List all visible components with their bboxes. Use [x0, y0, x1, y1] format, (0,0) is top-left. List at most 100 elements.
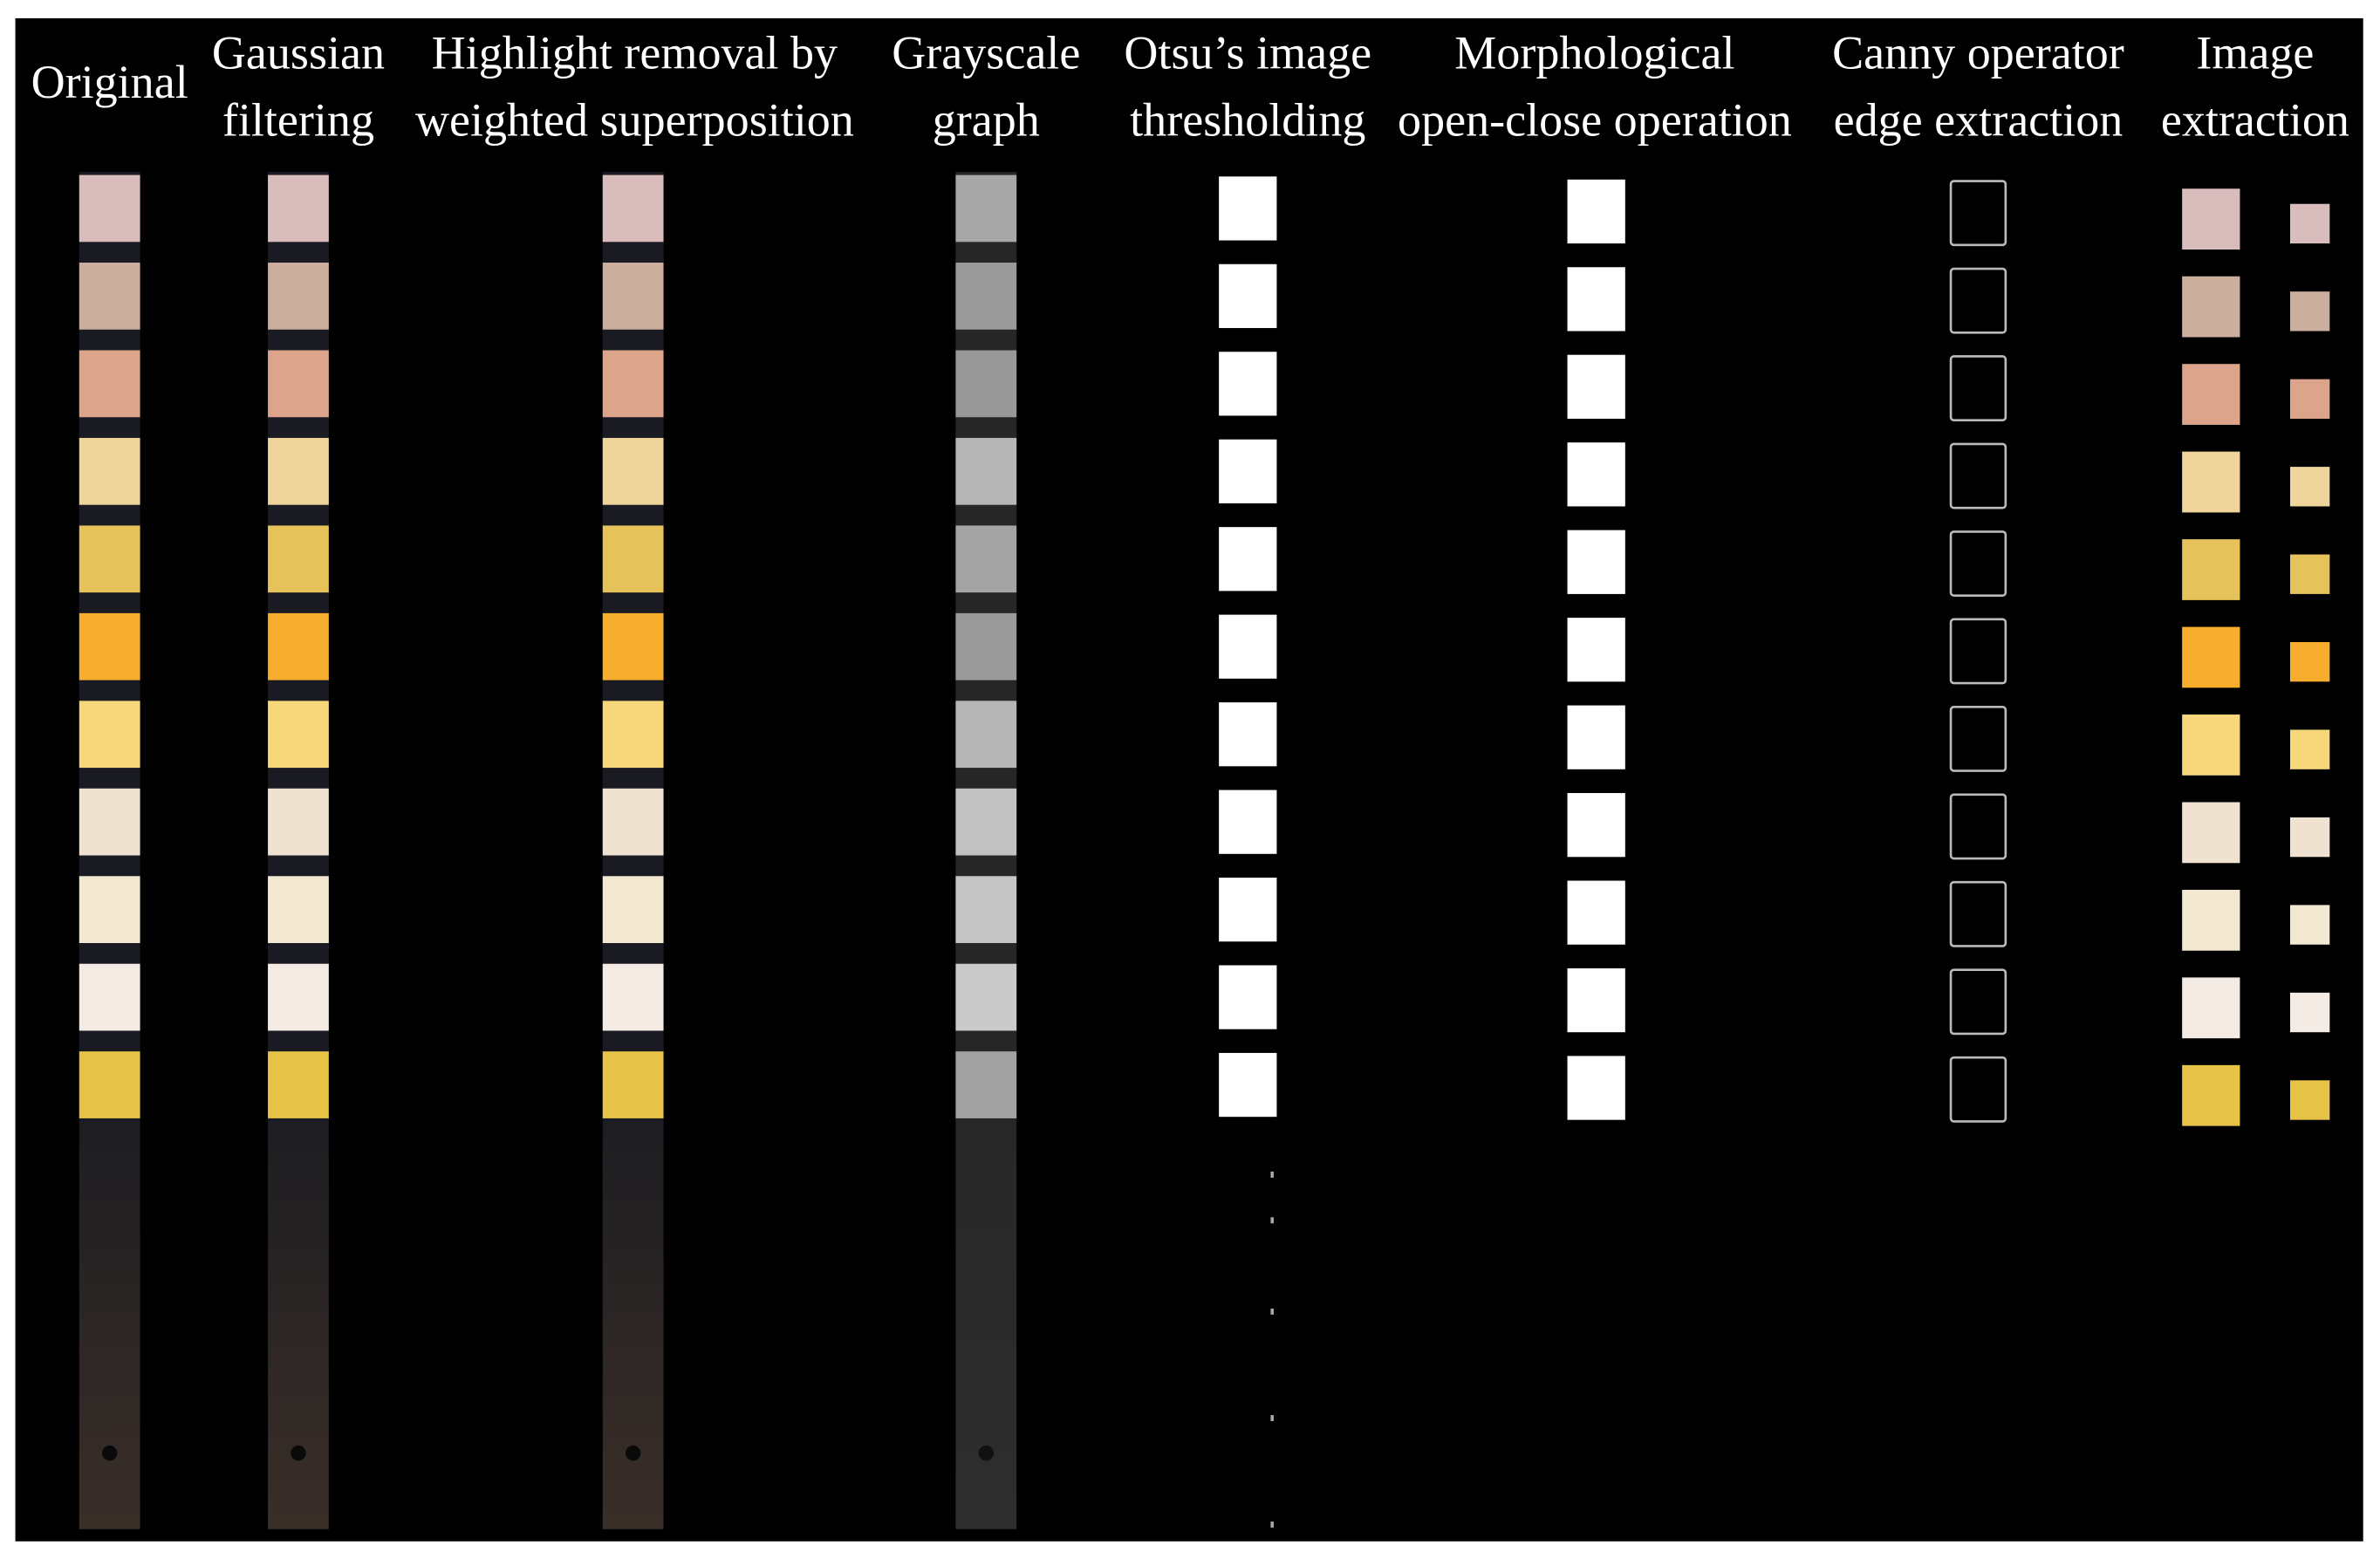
noise [1270, 1521, 1274, 1528]
test-pad [79, 525, 140, 593]
extracted-pad-small [2289, 642, 2330, 682]
morph-square [1567, 354, 1625, 419]
test-pad [79, 263, 140, 330]
edge-square [1949, 180, 2007, 247]
test-pad [955, 263, 1017, 330]
threshold-square [1219, 965, 1277, 1029]
edge-square [1949, 618, 2007, 685]
edge-square [1949, 1056, 2007, 1123]
background [15, 17, 2363, 1542]
test-pad [268, 1051, 329, 1118]
extracted-pad-small [2289, 291, 2330, 332]
test-pad [955, 1051, 1017, 1118]
strip-hole [101, 1445, 118, 1461]
test-pad [268, 174, 329, 243]
extracted-pad-small [2289, 905, 2330, 945]
extracted-pad-small [2289, 1080, 2330, 1120]
extracted-pad [2182, 802, 2240, 864]
threshold-square [1219, 527, 1277, 591]
test-pad [602, 1051, 664, 1118]
threshold-square [1219, 1052, 1277, 1118]
morph-square [1567, 618, 1625, 682]
edge-square [1949, 880, 2007, 947]
extracted-pad [2182, 626, 2240, 688]
test-pad [955, 788, 1017, 856]
column-header: weighted superposition [415, 93, 854, 146]
test-pad [955, 876, 1017, 944]
test-pad [955, 963, 1017, 1031]
column-header: graph [933, 93, 1040, 146]
morph-square [1567, 967, 1625, 1033]
noise [1270, 1171, 1274, 1178]
test-pad [955, 174, 1017, 243]
noise [1270, 1308, 1274, 1315]
threshold-square [1219, 702, 1277, 767]
edge-square [1949, 968, 2007, 1036]
edge-square [1949, 793, 2007, 860]
test-pad [268, 701, 329, 769]
extracted-pad [2182, 364, 2240, 425]
test-pad [602, 788, 664, 856]
edge-square [1949, 442, 2007, 509]
column-header: thresholding [1130, 93, 1365, 146]
test-pad [955, 612, 1017, 680]
test-pad [79, 963, 140, 1031]
test-pad [79, 876, 140, 944]
morph-square [1567, 880, 1625, 945]
test-pad [602, 701, 664, 769]
test-pad [602, 263, 664, 330]
extracted-pad [2182, 889, 2240, 951]
morph-square [1567, 442, 1625, 507]
morph-square [1567, 530, 1625, 594]
column-header: open-close operation [1398, 93, 1792, 146]
test-pad [79, 350, 140, 418]
strip-hole [978, 1445, 995, 1461]
extracted-pad-small [2289, 729, 2330, 769]
threshold-square [1219, 878, 1277, 942]
edge-square [1949, 530, 2007, 597]
extracted-pad-small [2289, 817, 2330, 858]
test-pad [268, 876, 329, 944]
extracted-pad [2182, 276, 2240, 338]
column-header: extraction [2161, 93, 2349, 146]
column-header: Morphological [1454, 27, 1734, 79]
test-pad [602, 174, 664, 243]
test-pad [955, 701, 1017, 769]
column-header: Gaussian [212, 27, 385, 79]
test-pad [268, 788, 329, 856]
noise [1270, 1217, 1274, 1224]
column-header: Canny operator [1832, 27, 2124, 79]
extracted-pad-small [2289, 379, 2330, 419]
threshold-square [1219, 352, 1277, 416]
edge-square [1949, 706, 2007, 772]
extracted-pad [2182, 1064, 2240, 1126]
test-pad [602, 437, 664, 505]
test-pad [955, 525, 1017, 593]
test-pad [79, 437, 140, 505]
test-pad [79, 788, 140, 856]
morph-square [1567, 267, 1625, 332]
morph-square [1567, 705, 1625, 769]
test-pad [79, 701, 140, 769]
edge-square [1949, 267, 2007, 334]
column-header: Grayscale [892, 27, 1080, 79]
test-pad [268, 525, 329, 593]
test-pad [79, 174, 140, 243]
threshold-square [1219, 439, 1277, 503]
test-pad [268, 437, 329, 505]
test-pad [602, 876, 664, 944]
test-pad [955, 350, 1017, 418]
test-pad [955, 437, 1017, 505]
morph-square [1567, 1056, 1625, 1120]
extracted-pad-small [2289, 467, 2330, 507]
extracted-pad-small [2289, 992, 2330, 1033]
column-header: Highlight removal by [432, 27, 838, 79]
morph-square [1567, 793, 1625, 858]
column-header: Otsu’s image [1124, 27, 1371, 79]
column-header: Original [31, 56, 188, 108]
test-pad [268, 612, 329, 680]
test-pad [602, 612, 664, 680]
threshold-square [1219, 614, 1277, 679]
